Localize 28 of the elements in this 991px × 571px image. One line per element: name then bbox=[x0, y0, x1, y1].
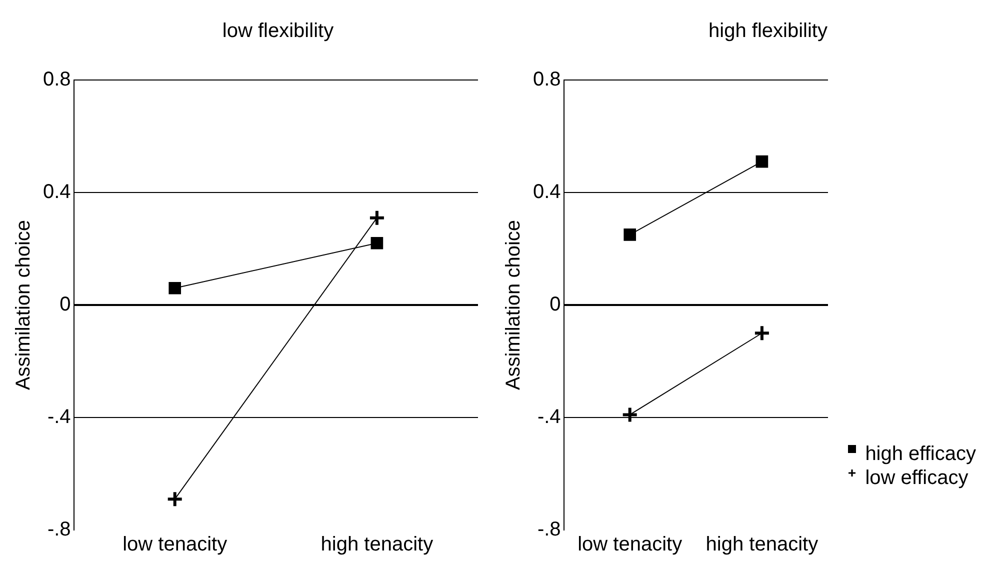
point bbox=[168, 282, 182, 294]
y-tick-label: 0 bbox=[60, 294, 71, 316]
y-tick-label: -.4 bbox=[47, 406, 71, 428]
y-tick-label: 0.8 bbox=[532, 68, 561, 91]
y-tick-label: 0.8 bbox=[42, 68, 71, 91]
x-tick-label: high tenacity bbox=[320, 534, 434, 556]
legend-label: low efficacy bbox=[865, 466, 968, 490]
point bbox=[621, 406, 638, 424]
y-tick-label: -.8 bbox=[537, 518, 561, 541]
point bbox=[756, 155, 768, 168]
y-tick-label: 0.4 bbox=[532, 181, 561, 204]
point bbox=[753, 324, 770, 342]
y-tick-label: 0 bbox=[550, 294, 561, 316]
point bbox=[166, 490, 184, 508]
chart-title: high flexibility bbox=[708, 19, 828, 44]
x-tick-label: high tenacity bbox=[706, 534, 818, 556]
y-axis-title: Assimilation choice bbox=[12, 220, 35, 390]
x-tick-label: low tenacity bbox=[122, 534, 228, 556]
point bbox=[624, 228, 636, 241]
point bbox=[370, 236, 384, 250]
y-tick-label: -.4 bbox=[537, 406, 561, 428]
x-tick-label: low tenacity bbox=[578, 534, 682, 556]
y-axis-title: Assimilation choice bbox=[502, 220, 525, 390]
point bbox=[368, 209, 386, 226]
y-tick-label: -.8 bbox=[47, 518, 71, 541]
chart-title: low flexibility bbox=[221, 19, 335, 44]
y-tick-label: 0.4 bbox=[42, 181, 71, 204]
legend-label: high efficacy bbox=[865, 442, 976, 466]
